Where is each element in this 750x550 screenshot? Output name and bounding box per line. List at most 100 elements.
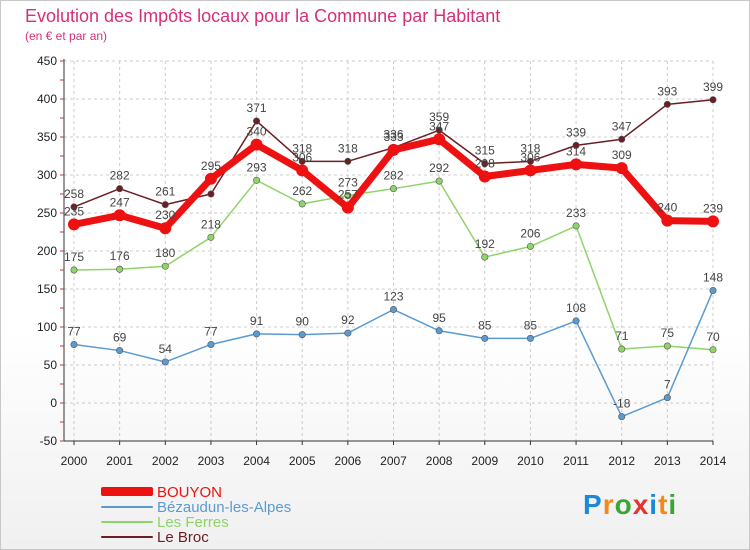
data-point (526, 242, 534, 250)
data-labels: 258 282 261 371 318 318 336 359 315 318 339 347 393 3… (64, 80, 723, 411)
grid (64, 60, 714, 442)
data-label: 359 (429, 110, 449, 124)
data-point (70, 266, 78, 274)
x-tick-label: 2010 (517, 454, 544, 468)
series-lines (68, 96, 719, 421)
data-label: 7 (664, 378, 671, 392)
data-label: 77 (204, 324, 218, 338)
data-label: 371 (247, 101, 267, 115)
data-point (68, 218, 80, 231)
x-tick-label: 2007 (380, 454, 407, 468)
legend-label: BOUYON (157, 484, 223, 501)
data-label: 123 (383, 290, 403, 304)
brand-letter: r (602, 489, 615, 520)
data-point (116, 347, 124, 355)
y-tick-label: 250 (37, 206, 57, 220)
brand-letter: P (583, 489, 603, 520)
data-label: 206 (520, 226, 540, 240)
data-point (524, 164, 537, 177)
data-point (481, 253, 489, 261)
x-tick-label: 2008 (426, 454, 453, 468)
legend-swatch (101, 536, 153, 538)
data-point (253, 176, 261, 184)
data-label: 314 (566, 144, 586, 158)
data-point (344, 192, 352, 200)
data-point (572, 317, 580, 325)
data-point (207, 190, 215, 198)
y-tick-label: -50 (40, 434, 58, 448)
data-label: 92 (341, 313, 355, 327)
data-label: 298 (475, 157, 495, 171)
data-point (389, 306, 397, 314)
axes: -50 0 50 100 150 200 250 300 350 400 450 2000 2001 20… (37, 54, 727, 468)
data-label: 95 (432, 311, 446, 325)
data-label: 399 (703, 80, 723, 94)
data-point (663, 342, 671, 350)
data-label: 292 (429, 161, 449, 175)
data-label: 315 (475, 144, 495, 158)
data-label: 218 (201, 217, 221, 231)
data-label: 148 (703, 271, 723, 285)
data-point (618, 345, 626, 353)
data-label: 318 (292, 141, 312, 155)
data-label: 233 (566, 206, 586, 220)
x-tick-label: 2002 (152, 454, 179, 468)
data-point (207, 340, 215, 348)
legend-label: Les Ferres (157, 514, 229, 531)
brand-letter: x (632, 489, 650, 520)
x-tick-label: 2014 (700, 454, 727, 468)
y-tick-label: 100 (37, 320, 57, 334)
data-label: 75 (661, 326, 675, 340)
x-tick-label: 2006 (335, 454, 362, 468)
legend-label: Bézaudun-les-Alpes (157, 499, 292, 516)
data-label: 339 (566, 125, 586, 139)
data-label: 175 (64, 250, 84, 264)
x-tick-label: 2001 (106, 454, 133, 468)
y-tick-label: 0 (50, 396, 57, 410)
data-point (116, 185, 124, 193)
data-point (387, 143, 400, 156)
data-label: 347 (429, 119, 449, 133)
x-tick-label: 2000 (61, 454, 88, 468)
data-label: 70 (706, 330, 720, 344)
data-point (296, 164, 309, 177)
data-point (204, 172, 217, 185)
data-label: 306 (520, 150, 540, 164)
data-point (618, 135, 626, 143)
data-label: 77 (67, 324, 81, 338)
data-label: 90 (296, 315, 310, 329)
data-label: 257 (338, 188, 358, 202)
x-tick-label: 2003 (198, 454, 225, 468)
data-label: 54 (159, 342, 173, 356)
data-label: 240 (657, 201, 677, 215)
data-label: 295 (201, 159, 221, 173)
data-label: 230 (155, 208, 175, 222)
data-point (481, 334, 489, 342)
data-point (663, 100, 671, 108)
data-point (70, 340, 78, 348)
data-point (341, 201, 354, 214)
data-point (250, 138, 263, 151)
data-label: 282 (383, 169, 403, 183)
x-tick-label: 2009 (471, 454, 498, 468)
chart-title: Evolution des Impôts locaux pour la Comm… (25, 6, 501, 26)
data-point (116, 265, 124, 273)
x-tick-label: 2012 (608, 454, 635, 468)
data-point (435, 327, 443, 335)
data-point (707, 215, 719, 228)
y-tick-label: 200 (37, 244, 57, 258)
y-tick-label: 400 (37, 92, 57, 106)
data-point (344, 329, 352, 337)
data-point (161, 262, 169, 270)
data-point (298, 200, 306, 208)
chart-subtitle: (en € et par an) (25, 29, 108, 43)
data-point (161, 201, 169, 209)
data-point (478, 170, 491, 183)
data-point (389, 185, 397, 193)
x-tick-label: 2011 (563, 454, 589, 468)
data-point (161, 358, 169, 366)
y-tick-label: 50 (44, 358, 58, 372)
data-label: 347 (612, 119, 632, 133)
data-point (435, 177, 443, 185)
data-label: 247 (110, 195, 130, 209)
